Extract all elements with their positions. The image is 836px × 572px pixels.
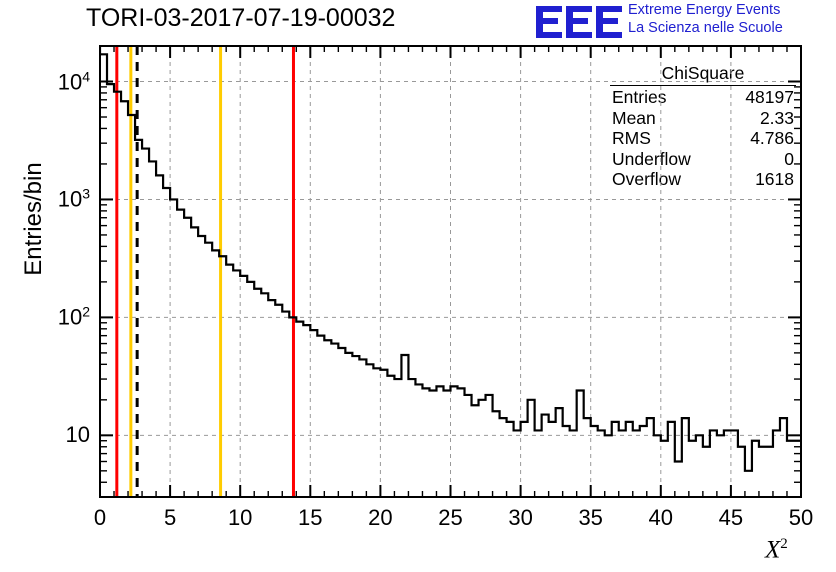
x-tick-label: 15 [298,505,323,530]
x-tick-label: 10 [227,505,253,530]
stats-row-value: 4.786 [750,128,794,148]
stats-row-label: Mean [612,107,656,128]
stats-row-value: 1618 [755,169,794,189]
x-tick-label: 30 [508,505,533,530]
y-tick-exponent: 2 [82,303,90,320]
page-title: TORI-03-2017-07-19-00032 [86,4,396,32]
histogram-outline [100,46,801,472]
stats-divider [610,85,796,86]
y-tick-base: 10 [57,69,83,95]
y-tick-base: 10 [57,305,83,331]
x-tick-label: 5 [163,505,177,530]
eee-logo: Extreme Energy Events La Scienza nelle S… [536,2,836,42]
y-tick-exponent: 4 [82,67,90,84]
eee-logo-mark [536,6,622,38]
eee-logo-line2: La Scienza nelle Scuole [628,19,783,36]
x-tick-label: 50 [788,505,814,530]
y-tick-label: 10 [65,422,90,448]
stats-box: ChiSquare Entries 48197 Mean 2.33 RMS 4.786 Un… [608,63,798,190]
stats-row-label: Overflow [612,169,682,189]
axis-ticks [99,45,802,498]
x-tick-label: 40 [648,505,674,530]
marker-lines [115,46,295,497]
stats-row-label: RMS [612,128,651,148]
stats-row-label: Underflow [612,148,691,169]
eee-logo-line1: Extreme Energy Events [628,2,781,18]
y-tick-label: 102 [28,304,90,331]
x-tick-label: 35 [578,505,603,530]
stats-row: Entries 48197 [608,87,798,108]
stats-row: Overflow 1618 [608,169,798,190]
y-tick-label: 103 [28,186,90,213]
x-tick-label: 25 [438,505,463,530]
x-tick-label: 45 [718,505,744,530]
y-tick-label: 104 [28,68,90,95]
x-tick-label: 0 [93,505,107,530]
gridlines [100,46,802,497]
x-tick-label: 20 [368,505,393,530]
stats-row: Underflow 0 [608,149,798,170]
x-axis-title: X2 [765,536,788,564]
stats-title: ChiSquare [661,63,745,83]
stats-row-value: 48197 [745,87,794,107]
stats-row: Mean 2.33 [608,108,798,129]
stats-row-value: 2.33 [759,107,794,128]
x-axis-title-exponent: 2 [780,536,788,552]
stats-row-label: Entries [612,87,667,107]
y-tick-base: 10 [57,187,83,213]
stats-row: RMS 4.786 [608,128,798,149]
eee-logo-text: Extreme Energy Events La Scienza nelle S… [628,2,783,37]
y-tick-exponent: 3 [82,185,90,202]
stats-row-value: 0 [784,148,794,169]
x-axis-title-base: X [765,536,781,564]
